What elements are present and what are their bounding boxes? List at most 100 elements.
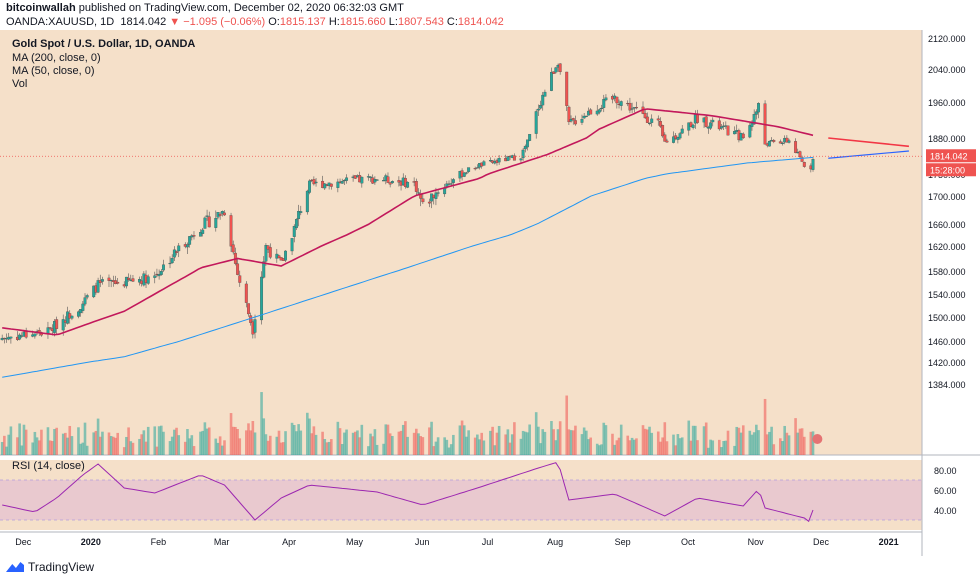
volume-bar [371, 436, 375, 455]
time-tick-label: Sep [615, 537, 631, 547]
volume-bar [18, 423, 21, 455]
volume-bar [680, 437, 684, 455]
time-tick-label: Jul [482, 537, 494, 547]
legend-ma200: MA (200, close, 0) [12, 52, 101, 64]
volume-bar [64, 432, 67, 455]
volume-bar [345, 429, 348, 455]
time-tick-label: 2020 [81, 537, 101, 547]
volume-bar [765, 434, 769, 455]
price-tick-label: 1960.000 [928, 98, 966, 108]
candle-body [645, 116, 649, 123]
volume-bar [406, 436, 409, 455]
candle-body [497, 158, 501, 163]
candle-body [340, 181, 344, 184]
candle-body [81, 303, 85, 311]
volume-bar [351, 432, 355, 455]
candle-body [205, 215, 209, 217]
volume-bar [571, 430, 575, 455]
volume-bar [696, 440, 699, 455]
candle-body [203, 217, 207, 229]
candle-body [643, 112, 647, 119]
volume-bar [552, 429, 555, 455]
volume-bar [656, 431, 660, 455]
volume-bar [375, 444, 379, 455]
change-value: −1.095 (−0.06%) [183, 16, 266, 28]
price-tick-label: 1620.000 [928, 242, 966, 252]
candle-body [177, 245, 181, 252]
volume-bar [205, 428, 209, 455]
candle-body [711, 119, 715, 123]
volume-bar [415, 428, 418, 455]
candle-body [375, 179, 379, 181]
volume-bar [733, 445, 736, 455]
candle-body [748, 125, 752, 138]
volume-bar [247, 423, 250, 455]
volume-bar [526, 432, 529, 455]
candle-body [297, 211, 301, 220]
close-value: 1814.042 [457, 16, 504, 28]
volume-bar [436, 437, 440, 455]
volume-bar [310, 433, 313, 455]
volume-bar [290, 422, 294, 455]
volume-bar [153, 426, 157, 455]
candle-body [767, 140, 771, 147]
time-tick-label: Aug [547, 537, 563, 547]
volume-bar [445, 439, 449, 455]
volume-bar [739, 432, 743, 455]
volume-bar [641, 425, 645, 455]
volume-bar [275, 436, 279, 455]
last-price: 1814.042 [120, 16, 167, 28]
volume-bar [79, 443, 82, 455]
candle-body [172, 249, 176, 258]
candle-body [386, 176, 390, 183]
volume-bar [508, 442, 512, 455]
candle-body [314, 181, 318, 184]
volume-bar [266, 440, 270, 455]
volume-bar [722, 440, 725, 455]
candle-body [329, 183, 333, 187]
candle-body [116, 281, 120, 284]
volume-bar [107, 432, 111, 455]
candle-body [473, 168, 477, 170]
volume-bar [277, 430, 281, 455]
volume-bar [672, 434, 675, 455]
volume-bar [521, 430, 525, 455]
volume-bar [750, 434, 754, 455]
candle-body [534, 111, 538, 134]
volume-bar [338, 428, 342, 455]
volume-bar [175, 427, 178, 455]
volume-bar [543, 431, 547, 455]
time-tick-label: Apr [282, 537, 296, 547]
candle-body [268, 247, 272, 258]
candle-body [661, 125, 665, 137]
volume-bar [619, 424, 623, 455]
publish-info: bitcoinwallah published on TradingView.c… [6, 2, 404, 14]
volume-bar [295, 431, 298, 455]
volume-bar [694, 425, 697, 455]
volume-bar [534, 412, 538, 455]
volume-bar [676, 434, 680, 455]
volume-bar [53, 429, 56, 455]
volume-bar [35, 437, 39, 455]
volume-bar [720, 447, 723, 455]
volume-bar [476, 434, 479, 455]
volume-bar [386, 424, 390, 455]
volume-bar [306, 412, 309, 455]
volume-bar [33, 431, 37, 455]
volume-bar [40, 429, 43, 455]
volume-bar [68, 425, 72, 455]
chart-canvas[interactable]: 2120.0002040.0001960.0001880.0001750.000… [0, 30, 980, 556]
candle-body [159, 271, 163, 275]
volume-bar [360, 424, 364, 455]
volume-bar [585, 430, 588, 455]
volume-bar [336, 421, 340, 455]
volume-bar [3, 435, 6, 455]
time-tick-label: Dec [15, 537, 32, 547]
volume-bar [218, 436, 222, 455]
volume-bar [214, 438, 218, 455]
volume-bar [388, 433, 392, 455]
volume-bar [541, 429, 545, 455]
candle-body [247, 303, 250, 315]
volume-bar [691, 425, 695, 455]
volume-bar [615, 440, 619, 455]
